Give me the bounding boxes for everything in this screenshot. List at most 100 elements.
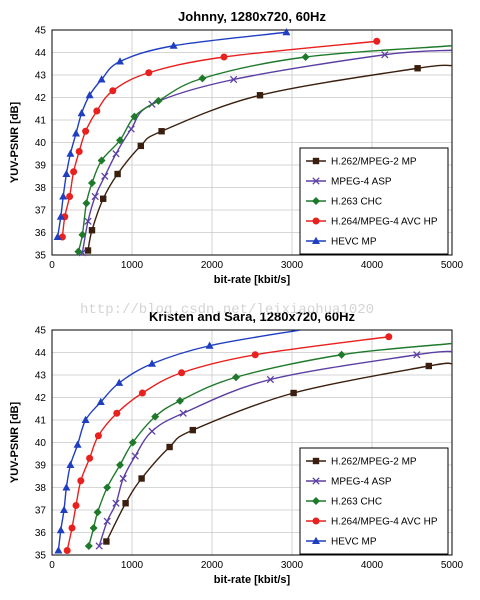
data-point (81, 415, 90, 423)
watermark: http://blog.csdn.net/leixiaohua1020 (80, 300, 440, 320)
series-h-264-mpeg-4-avc-hp (63, 333, 393, 554)
legend-marker (312, 197, 320, 205)
data-point (256, 92, 264, 99)
data-point (251, 351, 259, 359)
data-point (97, 156, 106, 165)
x-tick-label: 0 (49, 560, 55, 571)
data-point (220, 53, 228, 61)
legend-marker (312, 177, 320, 185)
data-point (78, 230, 87, 239)
data-point (413, 351, 421, 359)
legend-label: H.264/MPEG-4 AVC HP (331, 517, 438, 528)
data-point (179, 409, 187, 417)
x-tick-label: 2000 (201, 260, 224, 271)
data-point (66, 193, 74, 200)
data-point (148, 359, 156, 367)
data-point (63, 547, 71, 554)
data-point (89, 524, 98, 532)
data-point (77, 477, 85, 485)
y-tick-label: 42 (35, 393, 47, 404)
y-tick-label: 44 (35, 48, 47, 59)
data-point (122, 500, 129, 507)
legend-label: MPEG-4 ASP (331, 477, 392, 488)
series-h-262-mpeg-2-mp (84, 64, 452, 254)
legend-item-mpeg-4-asp: MPEG-4 ASP (306, 177, 392, 188)
data-point (66, 149, 75, 157)
x-tick-label: 0 (49, 260, 55, 271)
y-tick-label: 35 (35, 251, 47, 262)
data-point (97, 75, 106, 83)
legend-item-h-263-chc: H.263 CHC (306, 497, 382, 508)
data-point (385, 333, 393, 341)
series-h-264-mpeg-4-avc-hp (58, 37, 381, 241)
series-h-263-chc (84, 342, 452, 550)
data-point (93, 107, 101, 115)
data-point (62, 483, 71, 491)
y-tick-label: 40 (35, 438, 47, 449)
chart-johnny: Johnny, 1280x720, 60Hz 35 36 37 38 39 40 41 42 43… (9, 9, 464, 286)
data-point (56, 526, 65, 534)
data-point (425, 362, 432, 370)
legend-marker (312, 536, 320, 544)
x-tick-label: 1000 (121, 260, 144, 271)
data-point (232, 373, 240, 382)
data-point (88, 179, 96, 187)
data-point (116, 461, 124, 469)
series-mpeg-4-asp (78, 49, 452, 257)
data-point (138, 475, 145, 482)
data-point (100, 195, 107, 202)
y-tick-label: 42 (35, 93, 47, 104)
data-point (130, 112, 139, 121)
series-line (77, 45, 452, 252)
data-point (113, 409, 121, 417)
y-tick-label: 40 (35, 138, 47, 149)
data-point (84, 542, 93, 550)
data-point (137, 142, 144, 150)
data-point (128, 438, 137, 447)
y-tick-label: 39 (35, 461, 47, 472)
y-axis-label: YUV-PSNR [dB] (9, 402, 21, 484)
data-point (84, 217, 92, 225)
data-point (72, 129, 80, 137)
legend-marker (312, 477, 320, 485)
data-point (56, 212, 65, 220)
data-point (145, 69, 153, 77)
data-point (151, 412, 160, 421)
data-point (68, 524, 76, 532)
data-point (112, 150, 120, 158)
data-point (75, 148, 83, 155)
data-point (86, 454, 94, 462)
legend-item-h-263-chc: H.263 CHC (306, 197, 382, 208)
legend-marker (312, 217, 320, 225)
legend-marker (312, 457, 320, 465)
y-tick-label: 45 (35, 326, 47, 337)
y-tick-label: 41 (35, 416, 47, 427)
x-tick-label: 2000 (201, 560, 224, 571)
x-tick-label: 1000 (121, 560, 144, 571)
data-point (103, 538, 110, 545)
data-point (72, 502, 80, 509)
legend-item-mpeg-4-asp: MPEG-4 ASP (306, 477, 392, 488)
legend-label: H.263 CHC (331, 497, 382, 508)
legend-item-h-264-mpeg-4-avc-hp: H.264/MPEG-4 AVC HP (306, 517, 438, 528)
data-point (119, 474, 127, 483)
data-point (116, 136, 124, 145)
legend: H.262/MPEG-2 MP MPEG-4 ASP H.263 CHC H.264/… (299, 147, 449, 255)
x-tick-label: 3000 (281, 260, 304, 271)
x-tick-label: 5000 (441, 560, 464, 571)
y-tick-label: 37 (35, 206, 47, 217)
data-point (77, 109, 86, 117)
legend-marker (312, 497, 320, 505)
series-line (61, 40, 377, 238)
data-point (59, 192, 68, 200)
legend: H.262/MPEG-2 MP MPEG-4 ASP H.263 CHC H.264/… (299, 447, 449, 555)
data-point (290, 389, 297, 397)
y-tick-label: 43 (35, 71, 47, 82)
data-point (115, 378, 124, 386)
legend-label: H.262/MPEG-2 MP (331, 457, 417, 468)
legend-item-h-264-mpeg-4-avc-hp: H.264/MPEG-4 AVC HP (306, 217, 438, 228)
legend-item-hevc-mp: HEVC MP (306, 537, 377, 548)
series-line (87, 64, 452, 251)
y-tick-label: 38 (35, 183, 47, 194)
data-point (70, 168, 78, 176)
